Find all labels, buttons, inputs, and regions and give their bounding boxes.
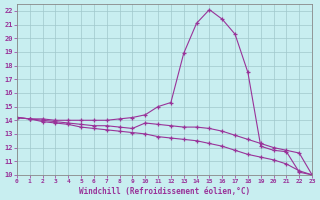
X-axis label: Windchill (Refroidissement éolien,°C): Windchill (Refroidissement éolien,°C) <box>79 187 250 196</box>
